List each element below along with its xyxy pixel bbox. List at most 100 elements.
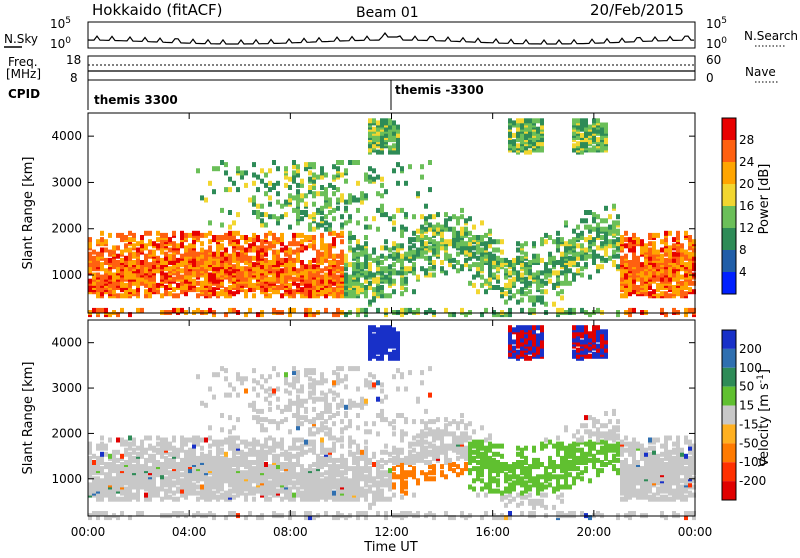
power-cell xyxy=(356,308,360,313)
velocity-cell xyxy=(356,403,360,408)
power-cell xyxy=(552,256,556,261)
velocity-cell xyxy=(236,456,240,461)
power-cell xyxy=(412,289,416,294)
velocity-cell xyxy=(264,397,268,402)
velocity-cell xyxy=(264,450,268,455)
power-colorbar-swatch xyxy=(722,184,736,206)
power-cell xyxy=(332,216,336,221)
velocity-cell xyxy=(272,366,276,371)
power-cell xyxy=(380,118,384,123)
power-cell xyxy=(268,277,272,282)
power-cell xyxy=(260,179,264,184)
power-cell xyxy=(276,181,280,186)
power-cell xyxy=(324,308,328,313)
power-cell xyxy=(224,287,228,292)
velocity-cell xyxy=(100,466,104,471)
power-cell xyxy=(320,166,324,171)
velocity-cell xyxy=(324,476,328,481)
velocity-cell xyxy=(144,458,148,463)
velocity-cell xyxy=(204,403,208,408)
power-cell xyxy=(592,227,596,232)
power-cell xyxy=(368,118,372,123)
power-cell xyxy=(352,195,356,200)
power-cell xyxy=(532,295,536,300)
velocity-cell xyxy=(244,493,248,498)
velocity-cell xyxy=(360,466,364,471)
velocity-cell xyxy=(372,421,376,426)
power-cell xyxy=(484,279,488,284)
velocity-cell xyxy=(332,413,336,418)
power-cell xyxy=(488,229,492,234)
velocity-cell xyxy=(288,382,292,387)
velocity-cell xyxy=(344,384,348,389)
power-cell xyxy=(592,237,596,242)
velocity-cell xyxy=(396,413,400,418)
power-cell xyxy=(268,187,272,192)
power-cell xyxy=(580,243,584,248)
power-cell xyxy=(396,162,400,167)
noise-tick-top-right: 105 xyxy=(706,16,727,31)
power-cell xyxy=(252,210,256,215)
power-cell xyxy=(580,118,584,123)
power-cell xyxy=(504,258,508,263)
velocity-cell xyxy=(240,376,244,381)
power-cell xyxy=(412,243,416,248)
power-cell xyxy=(300,233,304,238)
velocity-cell xyxy=(168,452,172,457)
velocity-cell xyxy=(392,446,396,451)
y-tick-label: 1000 xyxy=(51,268,82,282)
velocity-cell xyxy=(376,460,380,465)
power-cell xyxy=(316,223,320,228)
power-cell xyxy=(372,273,376,278)
power-cell xyxy=(376,120,380,125)
velocity-cell xyxy=(424,440,428,445)
power-cell xyxy=(444,239,448,244)
power-cell xyxy=(580,218,584,223)
power-cell xyxy=(524,118,528,123)
velocity-cell xyxy=(228,458,232,463)
power-y-axis-label: Slant Range [km] xyxy=(21,157,36,270)
power-cell xyxy=(228,308,232,313)
velocity-cell xyxy=(308,382,312,387)
power-cell xyxy=(328,260,332,265)
velocity-cell xyxy=(168,458,172,463)
power-cell xyxy=(224,187,228,192)
power-cell xyxy=(540,289,544,294)
power-cell xyxy=(468,264,472,269)
power-cell xyxy=(668,293,672,298)
velocity-cell xyxy=(324,431,328,436)
power-cell xyxy=(536,127,540,132)
power-cell xyxy=(316,175,320,180)
velocity-cell xyxy=(376,511,380,516)
velocity-cell xyxy=(292,413,296,418)
velocity-cell xyxy=(332,436,336,441)
power-cell xyxy=(516,248,520,253)
velocity-cell xyxy=(428,476,432,481)
power-cell xyxy=(272,250,276,255)
power-cell xyxy=(600,256,604,261)
power-cell xyxy=(508,118,512,123)
velocity-cell xyxy=(220,493,224,498)
velocity-cell xyxy=(152,454,156,459)
power-cell xyxy=(452,258,456,263)
power-cell xyxy=(624,231,628,236)
power-cell xyxy=(528,260,532,265)
power-cell xyxy=(364,241,368,246)
power-cell xyxy=(436,223,440,228)
power-cell xyxy=(424,241,428,246)
velocity-cell xyxy=(156,460,160,465)
velocity-cell xyxy=(428,393,432,398)
velocity-cell xyxy=(312,462,316,467)
velocity-cell xyxy=(100,452,104,457)
velocity-cell xyxy=(344,458,348,463)
power-cell xyxy=(392,252,396,257)
velocity-cell xyxy=(128,442,132,447)
velocity-cell xyxy=(252,497,256,502)
power-cell xyxy=(116,254,120,259)
velocity-cell xyxy=(260,444,264,449)
velocity-cell xyxy=(340,427,344,432)
power-cell xyxy=(484,233,488,238)
velocity-cell xyxy=(284,450,288,455)
power-cell xyxy=(596,137,600,142)
velocity-cell xyxy=(248,511,252,516)
